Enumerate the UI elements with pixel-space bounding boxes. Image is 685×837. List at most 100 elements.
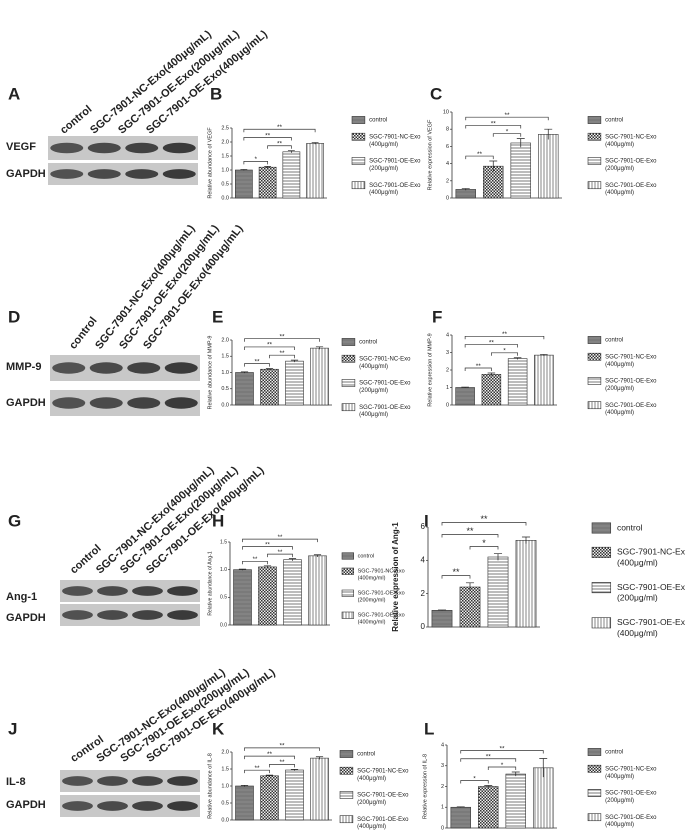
legend-swatch: [351, 116, 366, 124]
panel-letter: D: [8, 307, 20, 326]
panel-letter: E: [212, 307, 223, 326]
significance-bracket: [460, 750, 544, 754]
legend-label: (200μg/ml): [359, 388, 388, 394]
y-tick-label: 0.5: [220, 595, 227, 601]
significance-bracket: [492, 133, 522, 137]
blot-band: [97, 801, 128, 811]
legend-label: SGC-7901-OE-Exo: [369, 183, 421, 189]
blot-band: [164, 362, 198, 374]
blot-band: [162, 142, 196, 154]
protein-label: GAPDH: [6, 799, 46, 811]
legend-label: (400μg/ml): [605, 190, 634, 196]
legend-label: SGC-7901-OE-Exo: [605, 379, 657, 385]
legend-label: SGC-7901-OE-Exo: [617, 582, 685, 592]
significance-label: **: [277, 124, 283, 131]
blot-band: [62, 586, 93, 596]
significance-label: **: [279, 759, 285, 766]
y-tick-label: 4: [441, 742, 444, 748]
bar: [308, 555, 327, 626]
y-axis-label: Relative abundance of Ang-1: [207, 551, 213, 615]
panel-letter: F: [432, 307, 442, 326]
legend-swatch: [341, 379, 356, 387]
blot-band: [167, 776, 198, 786]
legend-swatch: [587, 116, 602, 124]
error-bar: [487, 372, 496, 376]
error-bar: [437, 609, 447, 611]
y-tick-label: 1: [446, 385, 449, 391]
legend-label: (400mg/ml): [358, 619, 386, 625]
significance-label: *: [501, 762, 504, 769]
error-bar: [465, 582, 475, 592]
legend-label: (400μg/ml): [605, 774, 634, 780]
legend-label: (200μg/ml): [357, 800, 386, 806]
blot-band: [62, 776, 93, 786]
y-tick-label: 4: [421, 555, 426, 564]
protein-label: GAPDH: [6, 168, 46, 180]
y-tick-label: 6: [446, 144, 449, 150]
legend-swatch: [587, 748, 602, 756]
blot-membrane: [60, 604, 200, 626]
legend-label: SGC-7901-OE-Exo: [357, 817, 409, 823]
y-tick-label: 0.0: [221, 817, 229, 823]
blot-band: [97, 776, 128, 786]
legend-swatch: [587, 377, 602, 385]
bar: [310, 347, 329, 406]
legend-label: SGC-7901-NC-Exo: [358, 569, 405, 575]
legend-swatch: [587, 764, 602, 773]
legend-swatch: [587, 157, 602, 165]
y-axis-label: Relative expression of IL-8: [422, 754, 428, 819]
significance-label: **: [254, 358, 260, 365]
bar: [260, 368, 279, 406]
y-tick-label: 1.5: [221, 766, 229, 772]
legend-swatch: [587, 401, 602, 410]
significance-bracket: [267, 553, 293, 558]
error-bar: [290, 768, 299, 771]
protein-label: GAPDH: [6, 612, 46, 624]
significance-label: **: [267, 342, 273, 349]
legend-swatch: [591, 546, 612, 558]
blot-band: [167, 801, 198, 811]
y-tick-label: 1.5: [221, 153, 229, 159]
legend-label: SGC-7901-OE-Exo: [357, 793, 409, 799]
y-tick-label: 0: [441, 825, 444, 831]
legend-label: SGC-7901-OE-Exo: [605, 791, 657, 797]
protein-label: Ang-1: [6, 591, 37, 603]
significance-bracket: [243, 137, 292, 141]
lane-label: SGC-7901-OE-Exo(200μg/mL): [119, 666, 252, 764]
legend-swatch: [591, 522, 612, 534]
significance-label: **: [476, 363, 482, 370]
legend-swatch: [351, 132, 366, 141]
significance-bracket: [244, 346, 295, 350]
error-bar: [263, 565, 272, 569]
bar: [306, 143, 324, 199]
legend-label: control: [617, 522, 643, 532]
legend-swatch: [339, 791, 354, 799]
bar: [487, 556, 509, 628]
y-tick-label: 1.0: [221, 370, 229, 376]
bar: [285, 769, 304, 821]
y-tick-label: 2.0: [221, 749, 229, 755]
bar: [459, 586, 481, 628]
y-tick-label: 0.0: [221, 402, 229, 408]
blot-band: [52, 362, 86, 374]
panel-letter: I: [424, 511, 429, 530]
legend-label: (400μg/ml): [605, 822, 634, 828]
legend-label: SGC-7901-OE-Exo: [617, 617, 685, 627]
legend-swatch: [587, 181, 602, 190]
legend-swatch: [339, 815, 354, 824]
error-bar: [539, 758, 548, 778]
legend-label: SGC-7901-NC-Exo: [617, 547, 685, 557]
panel-letter: H: [212, 511, 224, 530]
significance-label: *: [482, 538, 486, 548]
significance-bracket: [242, 546, 293, 550]
legend-label: SGC-7901-OE-Exo: [358, 613, 405, 619]
lane-label: SGC-7901-OE-Exo(200μg/mL): [117, 223, 222, 352]
error-bar: [315, 756, 324, 760]
y-tick-label: 4: [446, 332, 449, 338]
bar: [538, 134, 559, 199]
legend-label: SGC-7901-OE-Exo: [605, 815, 657, 821]
legend-label: control: [605, 338, 623, 344]
bar: [283, 559, 302, 626]
blot-band: [62, 801, 93, 811]
